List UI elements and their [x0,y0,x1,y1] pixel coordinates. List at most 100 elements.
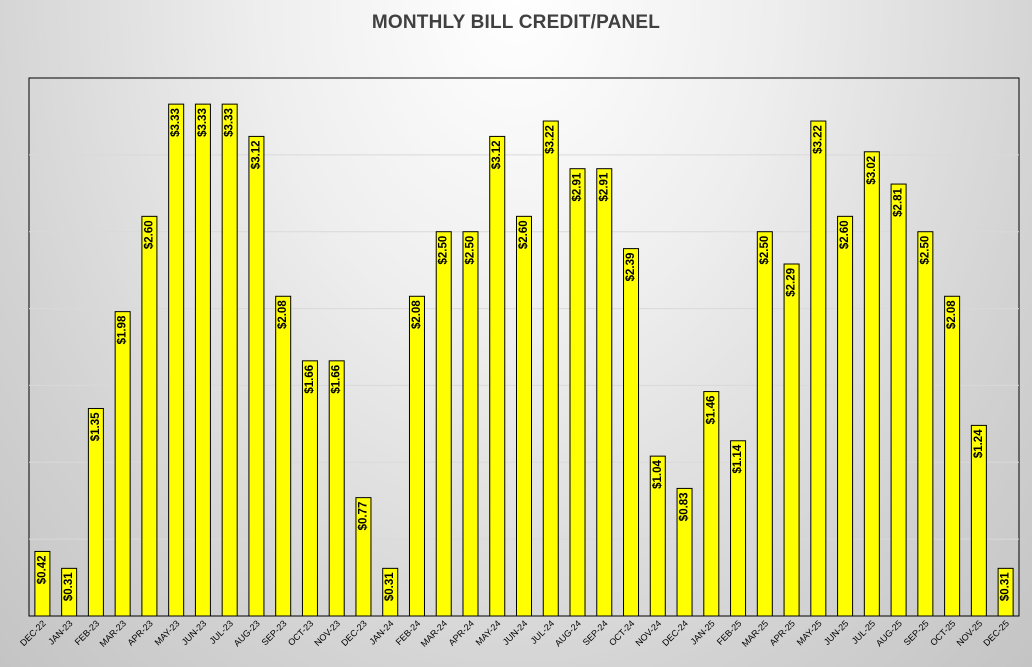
x-tick-label: JAN-24 [367,618,395,646]
data-label: $2.50 [438,236,450,265]
x-tick-label: JUN-24 [501,618,530,647]
x-tick-label: AUG-25 [874,618,904,648]
x-tick-label: JUN-23 [180,618,209,647]
data-label: $3.33 [170,108,182,137]
x-tick-label: APR-24 [447,618,476,647]
bars [34,103,1014,617]
chart-title: MONTHLY BILL CREDIT/PANEL [371,12,661,33]
bar-jan-25 [703,391,720,617]
data-label: $2.50 [464,236,476,265]
x-tick-label: OCT-25 [928,618,957,647]
data-label: $1.66 [331,365,343,394]
data-label: $0.31 [63,572,75,601]
bar-jul-25 [863,151,880,617]
data-label: $0.42 [36,555,48,584]
data-label: $3.22 [812,125,824,154]
x-tick-label: AUG-23 [232,618,262,648]
x-tick-label: MAY-25 [795,618,824,647]
bar-nov-24 [649,455,666,617]
x-tick-label: SEP-23 [260,618,289,647]
data-label: $1.46 [705,396,717,425]
data-label: $2.60 [518,220,530,249]
x-tick-label: NOV-25 [955,618,985,648]
bar-jan-23 [61,567,78,617]
x-tick-label: OCT-24 [607,618,636,647]
x-tick-label: SEP-24 [581,618,610,647]
data-label: $3.12 [491,140,503,169]
x-tick-label: FEB-24 [394,618,423,647]
data-label: $1.24 [973,429,985,458]
data-label: $2.39 [625,253,637,282]
bar-nov-23 [328,360,345,617]
data-label: $1.66 [304,365,316,394]
x-tick-label: JAN-25 [688,618,716,646]
data-label: $2.60 [143,220,155,249]
data-label: $2.91 [598,172,610,201]
x-tick-label: DEC-25 [981,618,1011,648]
data-label: $1.14 [732,444,744,473]
x-tick-label: DEC-23 [339,618,369,648]
bar-oct-24 [623,248,640,617]
x-tick-label: JAN-23 [46,618,74,646]
bar-nov-25 [970,424,987,617]
bar-sep-23 [275,295,292,617]
bar-dec-22 [34,550,51,617]
data-label: $1.35 [90,412,102,441]
bar-jul-24 [542,120,559,617]
data-label: $1.98 [117,315,129,344]
bar-jul-23 [221,103,238,617]
data-label: $0.77 [357,502,369,531]
bar-apr-24 [462,231,479,617]
x-tick-label: SEP-25 [902,618,931,647]
bar-may-23 [168,103,185,617]
data-label: $2.60 [839,220,851,249]
bar-jan-24 [382,567,399,617]
x-tick-label: NOV-24 [633,618,663,648]
bar-oct-25 [944,295,961,617]
x-tick-label: FEB-23 [73,618,102,647]
bar-feb-25 [730,440,747,617]
bar-may-24 [489,135,506,617]
x-tick-label: MAR-23 [98,618,128,648]
bar-may-25 [810,120,827,617]
data-label: $2.08 [946,300,958,329]
data-label: $2.91 [572,172,584,201]
bar-aug-23 [248,135,265,617]
bar-oct-23 [301,360,318,617]
bar-dec-24 [676,487,693,617]
bar-aug-25 [890,183,907,617]
bar-jun-25 [837,215,854,617]
x-tick-label: JUN-25 [822,618,851,647]
bar-apr-25 [783,263,800,617]
data-label: $2.08 [277,300,289,329]
x-tick-label: APR-23 [125,618,154,647]
bar-mar-23 [114,311,131,617]
bar-feb-24 [408,295,425,617]
data-label: $2.81 [893,187,905,216]
data-label: $0.31 [1000,572,1012,601]
bar-aug-24 [569,168,586,617]
data-label: $0.31 [384,572,396,601]
x-tick-label: AUG-24 [553,618,583,648]
data-label: $3.33 [197,108,209,137]
data-label: $3.12 [250,140,262,169]
bar-mar-25 [756,231,773,617]
bar-jun-24 [516,215,532,617]
x-tick-label: FEB-25 [715,618,744,647]
x-tick-label: DEC-22 [18,618,48,648]
bar-dec-25 [997,567,1014,617]
bar-sep-24 [596,168,613,617]
bar-dec-23 [355,497,372,617]
data-label: $1.04 [652,460,664,489]
data-label: $3.02 [866,156,878,185]
bar-feb-23 [87,407,104,617]
x-tick-label: MAR-25 [740,618,770,648]
data-label: $3.33 [224,108,236,137]
data-label: $2.29 [786,268,798,297]
data-label: $2.50 [759,236,771,265]
x-axis-ticks: DEC-22JAN-23FEB-23MAR-23APR-23MAY-23JUN-… [18,618,1011,648]
data-label: $2.50 [919,236,931,265]
bar-labels: $0.42 $0.31 $1.35 $1.98 $2.60 $3.33 $3.33 $3.33… [36,108,1011,601]
bar-jun-23 [194,103,211,617]
